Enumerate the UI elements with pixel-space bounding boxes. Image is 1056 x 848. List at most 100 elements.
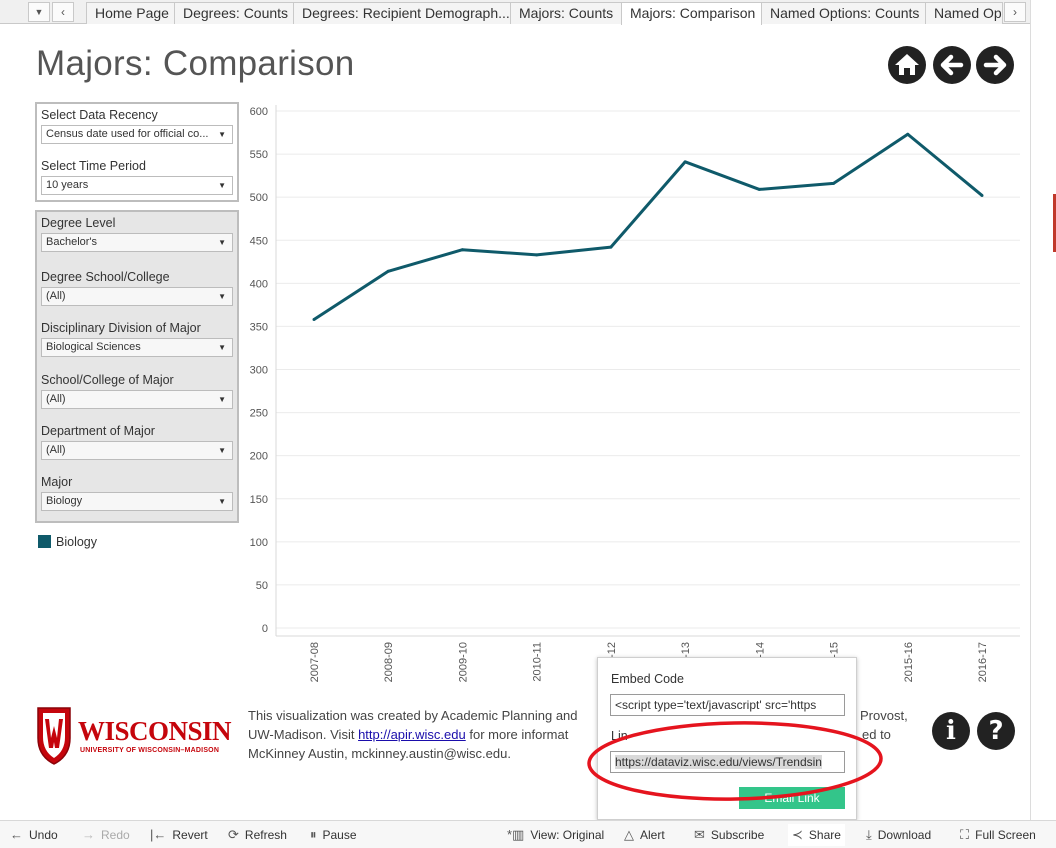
alert-label: Alert [640, 828, 665, 842]
degree-school-value: (All) [46, 290, 66, 302]
arrow-right-icon [983, 54, 1007, 76]
tab-named-options-counts[interactable]: Named Options: Counts [761, 2, 926, 24]
series-line-biology [313, 132, 983, 321]
pause-button[interactable]: ⏸ Pause [310, 827, 357, 843]
data-point [906, 132, 910, 136]
full-screen-label: Full Screen [975, 828, 1036, 842]
degree-school-dropdown[interactable]: (All) ▼ [41, 287, 233, 306]
tab-named-options[interactable]: Named Op [925, 2, 1003, 24]
department-dropdown[interactable]: (All) ▼ [41, 441, 233, 460]
home-icon [895, 54, 919, 75]
y-tick-label: 400 [250, 278, 268, 290]
tab-strip: ▼ ‹ Home Page Degrees: Counts Degrees: R… [0, 0, 1030, 25]
x-tick-label: -14 [754, 642, 766, 658]
undo-button[interactable]: ← Undo [10, 827, 58, 842]
tab-label: Named Op [934, 5, 1002, 21]
scroll-tabs-left-button[interactable]: ‹ [52, 2, 74, 22]
data-point [312, 318, 316, 322]
revert-icon: |← [150, 827, 167, 842]
x-tick-label: 2016-17 [977, 642, 989, 682]
share-button[interactable]: ≺ Share [788, 824, 845, 846]
download-icon: ⤓ [866, 827, 872, 842]
share-link-field[interactable]: https://dataviz.wisc.edu/views/Trendsin [610, 751, 845, 773]
y-tick-label: 600 [250, 106, 268, 118]
legend-label: Biology [56, 535, 97, 549]
download-label: Download [877, 828, 932, 842]
subscribe-label: Subscribe [710, 828, 765, 842]
caret-down-icon: ▼ [218, 446, 226, 455]
back-button[interactable] [933, 46, 971, 84]
period-label: Select Time Period [41, 159, 146, 173]
footer-line1-tail: Provost, [860, 708, 908, 723]
major-value: Biology [46, 495, 83, 507]
alert-button[interactable]: △ Alert [624, 827, 665, 843]
caret-down-icon: ▼ [218, 343, 226, 352]
recency-label: Select Data Recency [41, 108, 158, 122]
major-label: Major [41, 475, 73, 489]
pause-label: Pause [322, 828, 357, 842]
division-label: Disciplinary Division of Major [41, 321, 201, 335]
degree-level-label: Degree Level [41, 216, 116, 230]
line-chart[interactable]: 0 50 100 150 200 250 300 350 400 450 500 550 600 2007… [240, 100, 1025, 690]
major-dropdown[interactable]: Biology ▼ [41, 492, 233, 511]
recency-value: Census date used for official co... [46, 128, 209, 140]
tab-label: Named Options: Counts [770, 5, 920, 21]
x-tick-label: 2008-09 [383, 642, 395, 682]
refresh-button[interactable]: ⟳ Refresh [228, 827, 287, 843]
y-tick-label: 500 [250, 192, 268, 204]
subscribe-button[interactable]: ✉ Subscribe [694, 827, 764, 843]
footer-line2-text-b: for more informat [465, 727, 569, 742]
data-settings-panel: Select Data Recency Census date used for… [35, 102, 239, 202]
embed-code-value: <script type='text/javascript' src='http… [615, 698, 817, 712]
apir-link[interactable]: http://apir.wisc.edu [358, 727, 466, 742]
footer-line2-text: UW-Madison. Visit [248, 727, 359, 742]
window-edge [1030, 0, 1056, 848]
tab-list-dropdown-button[interactable]: ▼ [28, 2, 50, 22]
chart-legend[interactable]: Biology [38, 535, 97, 549]
y-tick-label: 50 [256, 580, 268, 592]
legend-swatch [38, 535, 51, 548]
forward-button[interactable] [976, 46, 1014, 84]
info-button[interactable]: i [932, 712, 970, 750]
recency-dropdown[interactable]: Census date used for official co... ▼ [41, 125, 233, 144]
tab-majors-counts[interactable]: Majors: Counts [510, 2, 622, 24]
tab-degrees-counts[interactable]: Degrees: Counts [174, 2, 294, 24]
embed-code-field[interactable]: <script type='text/javascript' src='http… [610, 694, 845, 716]
major-school-dropdown[interactable]: (All) ▼ [41, 390, 233, 409]
refresh-label: Refresh [244, 828, 287, 842]
logo-wordmark: WISCONSIN [78, 716, 232, 746]
y-tick-label: 550 [250, 149, 268, 161]
caret-down-icon: ▼ [218, 130, 226, 139]
background-window-sliver [1053, 194, 1056, 252]
crest-icon [37, 707, 71, 765]
period-dropdown[interactable]: 10 years ▼ [41, 176, 233, 195]
tab-home-page[interactable]: Home Page [86, 2, 175, 24]
x-tick-label: 2007-08 [309, 642, 321, 682]
degree-level-dropdown[interactable]: Bachelor's ▼ [41, 233, 233, 252]
full-screen-button[interactable]: ⛶ Full Screen [960, 827, 1036, 843]
view-icon: *▥ [507, 827, 525, 842]
division-dropdown[interactable]: Biological Sciences ▼ [41, 338, 233, 357]
major-school-label: School/College of Major [41, 373, 174, 387]
scroll-tabs-right-button[interactable]: › [1004, 2, 1026, 22]
major-school-value: (All) [46, 393, 66, 405]
tab-degrees-recipient-demographics[interactable]: Degrees: Recipient Demograph... [293, 2, 511, 24]
redo-button[interactable]: → Redo [82, 827, 130, 842]
data-point [460, 248, 464, 252]
bell-icon: △ [624, 827, 634, 842]
page-title: Majors: Comparison [36, 44, 355, 83]
help-button[interactable]: ? [977, 712, 1015, 750]
footer-line2-tail: ed to [862, 727, 891, 742]
home-button[interactable] [888, 46, 926, 84]
download-button[interactable]: ⤓ Download [866, 827, 931, 843]
data-point [832, 181, 836, 185]
view-original-button[interactable]: *▥ View: Original [507, 827, 604, 843]
share-icon: ≺ [792, 827, 803, 842]
filters-panel: Degree Level Bachelor's ▼ Degree School/… [35, 210, 239, 523]
revert-button[interactable]: |← Revert [150, 827, 208, 842]
y-tick-label: 100 [250, 537, 268, 549]
uw-logo: WISCONSIN UNIVERSITY OF WISCONSIN–MADISO… [34, 702, 232, 766]
bottom-toolbar: ← Undo → Redo |← Revert ⟳ Refresh ⏸ Pause *▥ V… [0, 820, 1056, 848]
y-tick-label: 150 [250, 494, 268, 506]
tab-majors-comparison[interactable]: Majors: Comparison [621, 2, 762, 25]
